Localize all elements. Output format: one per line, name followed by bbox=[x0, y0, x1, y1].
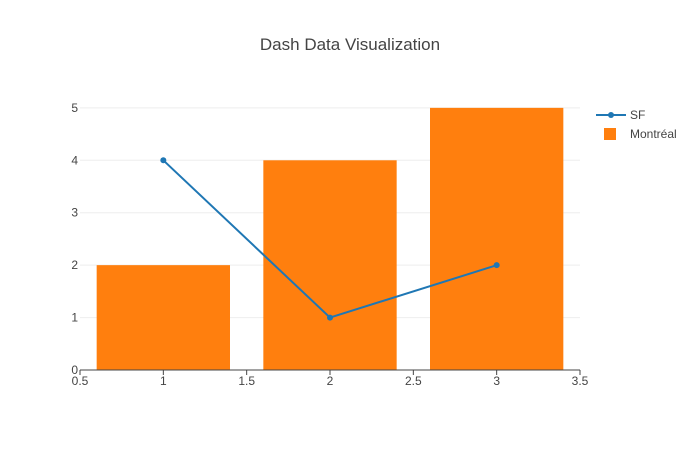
data-point bbox=[493, 262, 500, 269]
legend[interactable]: SF Montréal bbox=[596, 108, 677, 141]
bar bbox=[96, 265, 231, 370]
ticks-layer: 0.5 1 1.5 2 2.5 3 3.5 0 1 2 3 4 5 bbox=[71, 101, 588, 388]
y-tick-label: 2 bbox=[71, 258, 78, 272]
bars-layer bbox=[96, 107, 564, 370]
data-point bbox=[327, 314, 333, 321]
y-tick-label: 0 bbox=[71, 363, 78, 377]
legend-label: SF bbox=[630, 108, 645, 122]
y-tick-label: 4 bbox=[71, 153, 78, 167]
chart-title: Dash Data Visualization bbox=[260, 35, 440, 54]
x-tick-label: 3 bbox=[493, 374, 500, 388]
x-tick-label: 2 bbox=[327, 374, 334, 388]
x-tick-label: 0.5 bbox=[72, 374, 89, 388]
legend-marker bbox=[608, 112, 614, 118]
legend-item[interactable]: SF bbox=[596, 108, 645, 122]
y-tick-label: 1 bbox=[71, 311, 78, 325]
y-tick-label: 5 bbox=[71, 101, 78, 115]
legend-bar-swatch bbox=[604, 128, 616, 140]
lines-layer bbox=[160, 157, 500, 321]
x-tick-label: 2.5 bbox=[405, 374, 422, 388]
x-tick-label: 1 bbox=[160, 374, 167, 388]
y-tick-label: 3 bbox=[71, 206, 78, 220]
axis-layer bbox=[79, 369, 581, 375]
bar bbox=[430, 107, 564, 370]
data-point bbox=[160, 157, 167, 164]
legend-item[interactable]: Montréal bbox=[604, 127, 677, 141]
x-tick-label: 1.5 bbox=[238, 374, 255, 388]
bar bbox=[263, 160, 397, 370]
legend-label: Montréal bbox=[630, 127, 677, 141]
x-tick-label: 3.5 bbox=[572, 374, 589, 388]
